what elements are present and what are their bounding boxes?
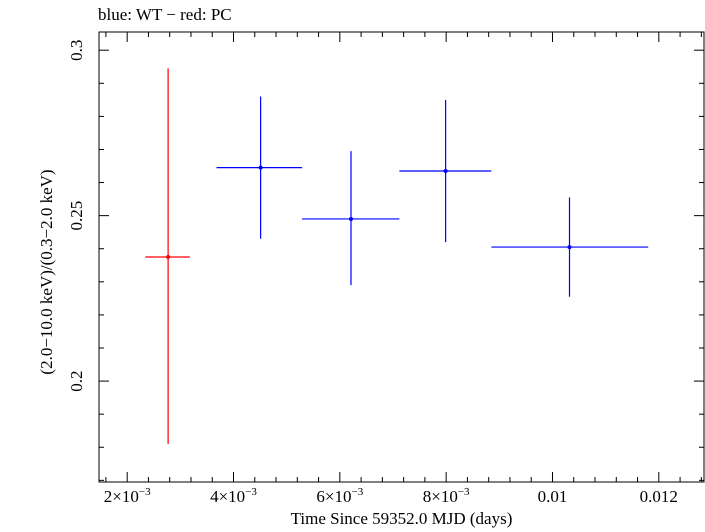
x-axis-label: Time Since 59352.0 MJD (days) bbox=[290, 509, 513, 528]
y-tick-label: 0.25 bbox=[67, 201, 86, 231]
axis-ticks: 2×10−3 4×10−3 6×10−3 8×10−3 0.01 0.012 0.2 0.25… bbox=[67, 32, 704, 506]
x-tick-label: 8×10−3 bbox=[423, 486, 470, 506]
x-tick-label: 4×10−3 bbox=[210, 486, 257, 506]
y-tick-label: 0.3 bbox=[67, 40, 86, 61]
data-point bbox=[443, 168, 448, 173]
plot-frame bbox=[98, 31, 705, 483]
data-point bbox=[567, 245, 572, 250]
data-point bbox=[166, 255, 171, 259]
y-axis-label: (2.0−10.0 keV)/(0.3−2.0 keV) bbox=[37, 169, 56, 375]
x-tick-label: 2×10−3 bbox=[104, 486, 151, 506]
x-tick-label: 6×10−3 bbox=[316, 486, 363, 506]
data-marks bbox=[145, 68, 649, 444]
chart-title: blue: WT − red: PC bbox=[98, 5, 232, 24]
data-point bbox=[348, 216, 353, 221]
y-tick-label: 0.2 bbox=[67, 370, 86, 391]
x-tick-label: 0.012 bbox=[640, 487, 678, 506]
data-point bbox=[258, 165, 263, 170]
x-tick-label: 0.01 bbox=[538, 487, 568, 506]
